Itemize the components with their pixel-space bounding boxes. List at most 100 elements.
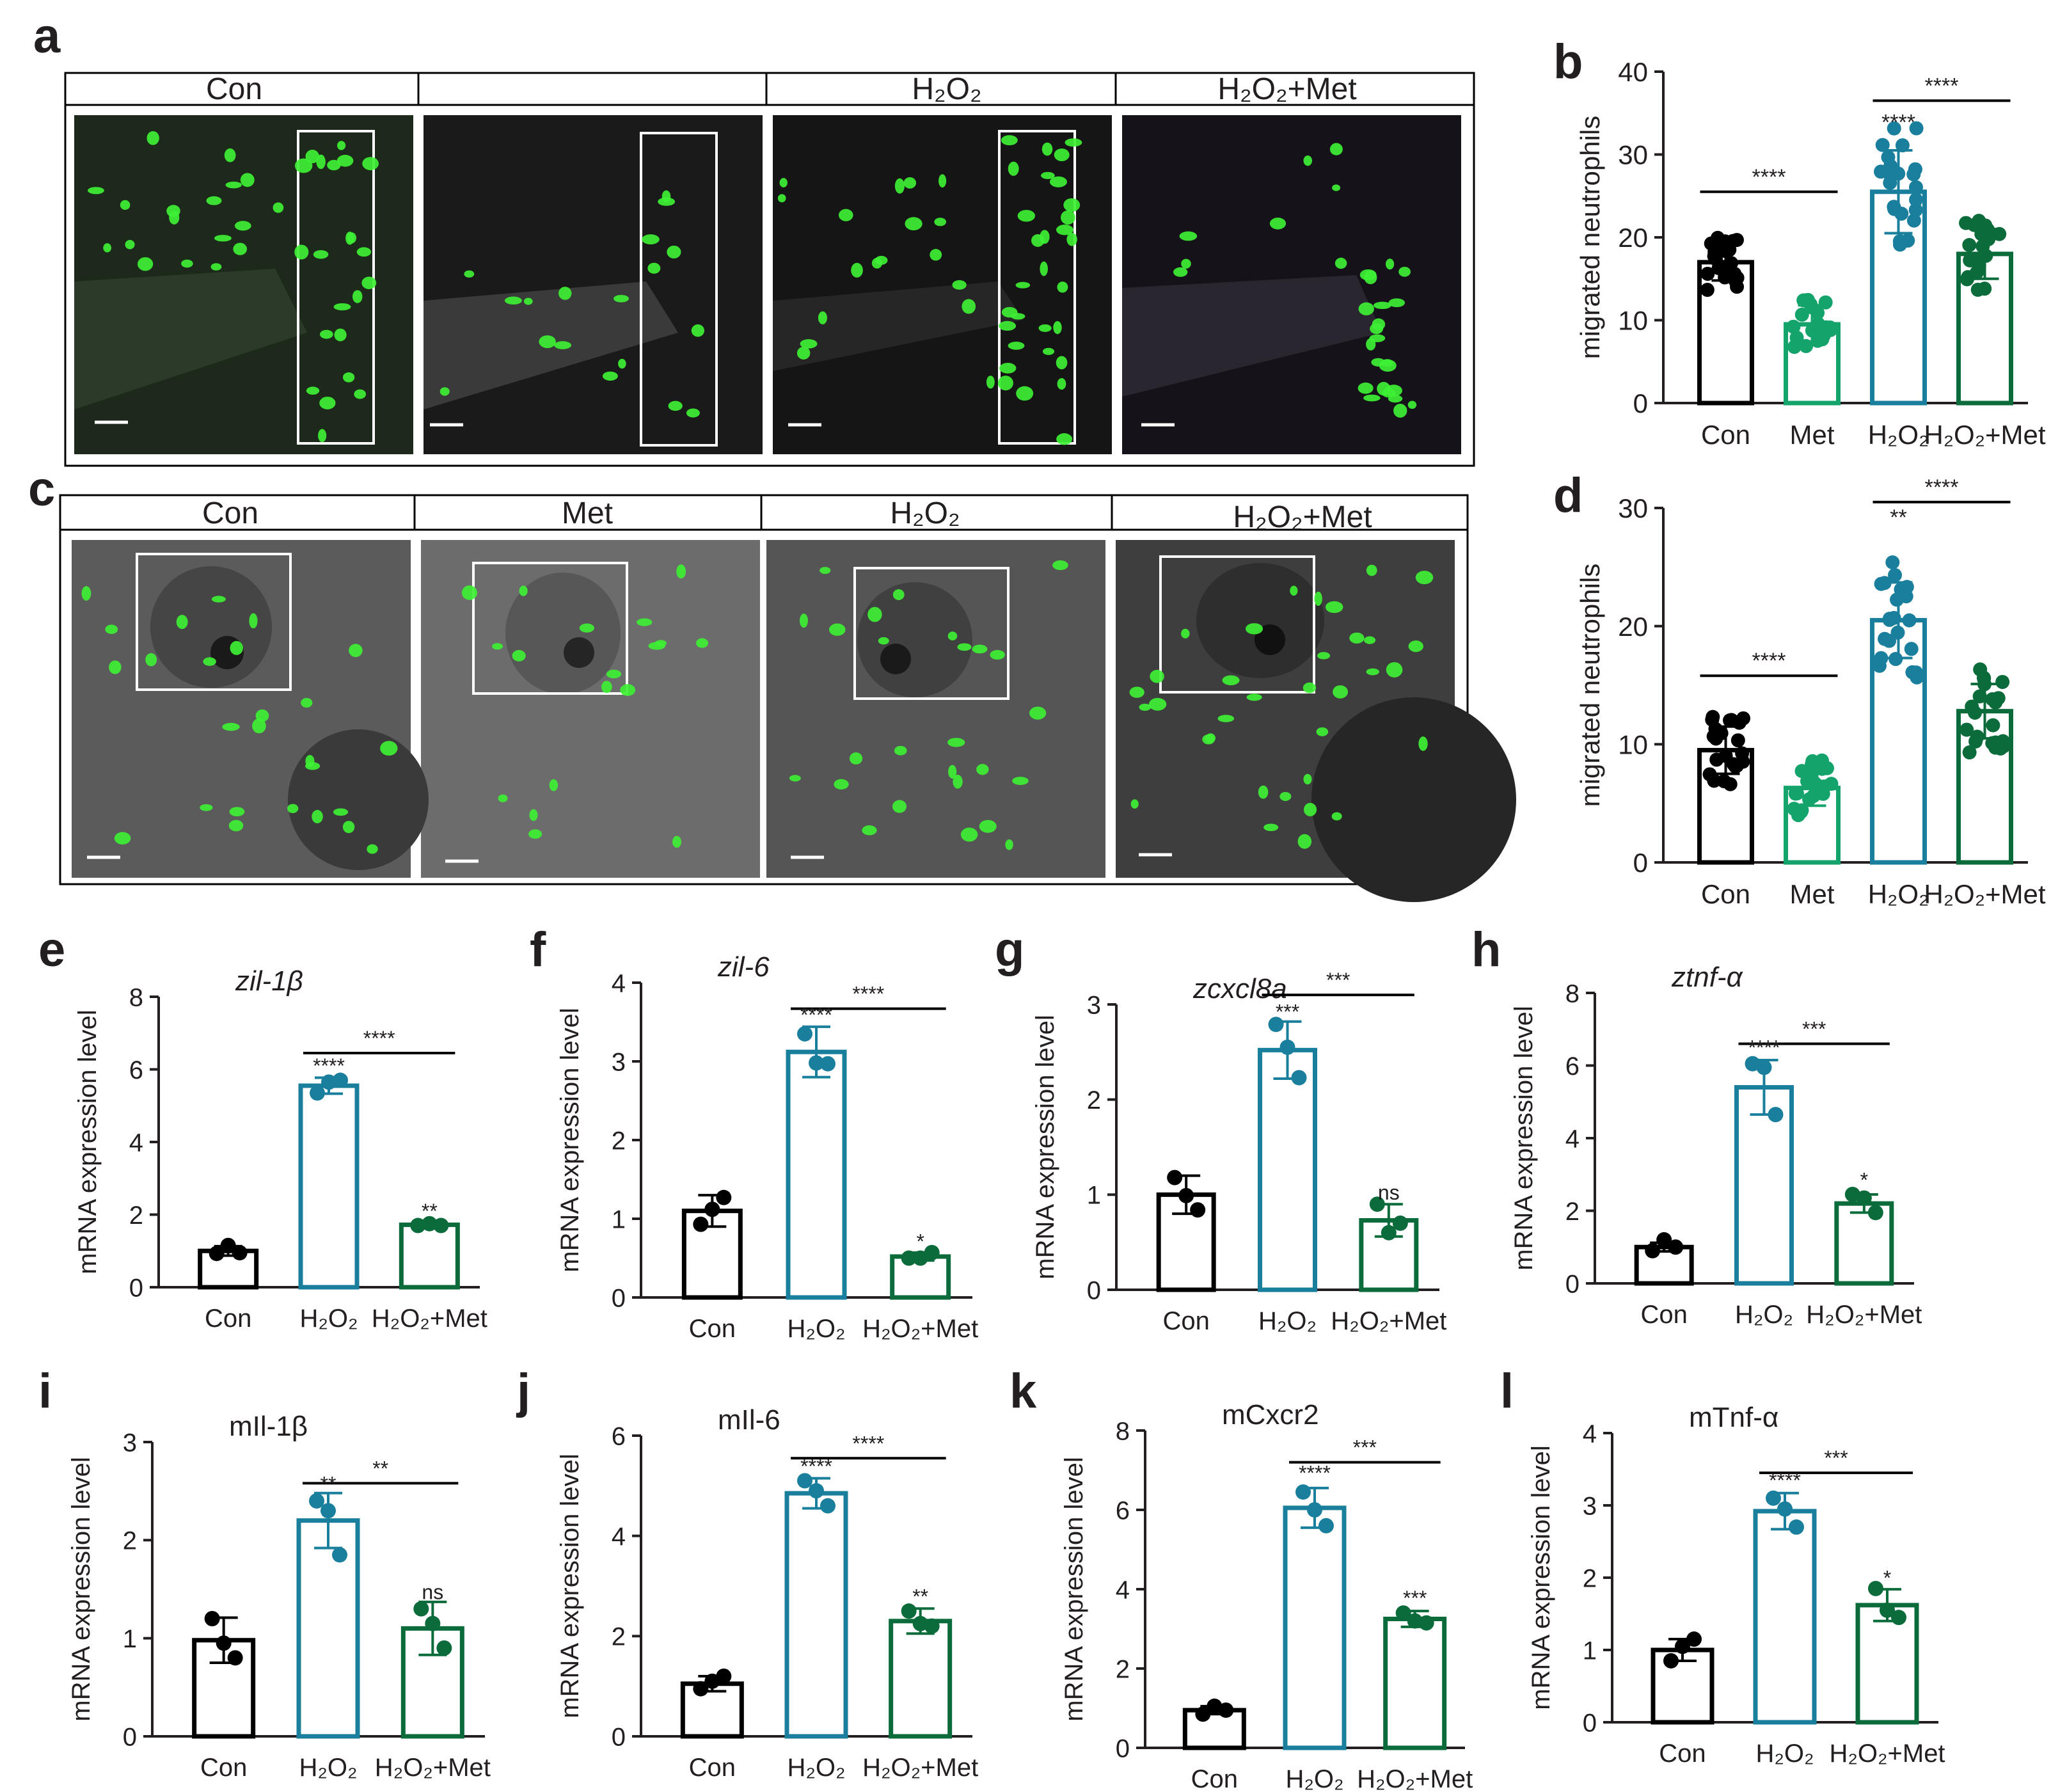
data-point xyxy=(1883,159,1898,173)
neutrophil-dot xyxy=(1041,171,1055,179)
neutrophil-dot xyxy=(356,247,372,257)
data-point xyxy=(1700,266,1715,281)
neutrophil-dot xyxy=(1358,382,1374,394)
neutrophil-dot xyxy=(1148,697,1167,711)
panel-label-k: k xyxy=(1010,1364,1037,1418)
neutrophil-dot xyxy=(203,657,216,666)
otolith-shape xyxy=(880,644,911,674)
data-point xyxy=(912,1615,928,1631)
data-point xyxy=(797,1473,812,1489)
data-point xyxy=(1736,754,1750,769)
significance-label: **** xyxy=(1925,475,1959,500)
neutrophil-dot xyxy=(464,270,475,278)
data-point xyxy=(1723,777,1738,791)
data-point xyxy=(1711,230,1725,245)
data-point xyxy=(333,1072,348,1088)
region-box xyxy=(1159,555,1315,694)
region-box xyxy=(853,567,1010,700)
neutrophil-dot xyxy=(206,196,222,205)
x-tick-label: H₂O₂ xyxy=(787,1754,845,1782)
neutrophil-dot xyxy=(647,262,661,274)
data-point xyxy=(924,1244,940,1260)
data-point xyxy=(1818,295,1833,310)
neutrophil-dot xyxy=(334,328,347,342)
data-point xyxy=(1702,767,1717,782)
data-point xyxy=(1887,610,1901,625)
neutrophil-dot xyxy=(305,762,321,770)
chart-f: 0 1 2 3 4 mRNA expression level zil-6 Con H₂O₂ H₂… xyxy=(556,951,978,1343)
data-point xyxy=(1804,300,1819,315)
neutrophil-dot xyxy=(1042,347,1055,355)
bar-h-o- xyxy=(784,1491,848,1739)
neutrophil-dot xyxy=(523,297,533,305)
y-tick-label: 0 xyxy=(612,1284,626,1312)
panel-label-h: h xyxy=(1471,923,1501,977)
neutrophil-dot xyxy=(1388,395,1403,403)
neutrophil-dot xyxy=(440,387,450,396)
neutrophil-dot xyxy=(1052,560,1068,571)
data-point xyxy=(1218,1702,1234,1718)
neutrophil-dots xyxy=(88,131,1417,445)
x-tick-label: Met xyxy=(1789,879,1834,909)
significance-label: **** xyxy=(852,983,884,1006)
neutrophil-dot xyxy=(1246,623,1263,635)
significance-label: **** xyxy=(1748,1036,1780,1059)
panel-label-b: b xyxy=(1553,35,1583,89)
neutrophil-dot xyxy=(1038,324,1052,332)
neutrophil-dot xyxy=(1359,269,1377,281)
data-point xyxy=(309,1493,324,1509)
data-point xyxy=(1976,670,1991,685)
neutrophil-dot xyxy=(1334,257,1347,269)
neutrophil-dot xyxy=(618,358,626,369)
neutrophil-dot xyxy=(200,804,213,811)
neutrophil-dot xyxy=(1041,142,1053,156)
significance-label: *** xyxy=(1326,969,1350,992)
data-point xyxy=(1909,665,1924,680)
panel-label-a: a xyxy=(33,9,61,63)
data-point xyxy=(1207,1698,1223,1714)
significance-label: **** xyxy=(1769,1469,1801,1492)
x-tick-label: Met xyxy=(1789,420,1834,450)
x-tick-label: Con xyxy=(200,1754,247,1782)
neutrophil-dot xyxy=(249,613,258,629)
neutrophil-dot xyxy=(81,586,91,601)
neutrophil-dot xyxy=(461,585,478,600)
y-tick-label: 1 xyxy=(123,1625,137,1653)
neutrophil-dot xyxy=(1373,301,1391,310)
chart-title: mIl-6 xyxy=(718,1404,780,1436)
panel-a-image-met xyxy=(424,115,763,454)
x-tick-label: H₂O₂+Met xyxy=(375,1754,491,1782)
bar-con xyxy=(1182,1708,1246,1750)
neutrophil-dot xyxy=(1015,281,1031,289)
data-point xyxy=(216,1635,232,1651)
neutrophil-dot xyxy=(1366,338,1376,351)
neutrophil-dot xyxy=(1379,359,1397,372)
data-point xyxy=(1645,1242,1661,1258)
data-point xyxy=(1962,238,1977,253)
neutrophil-dot xyxy=(166,205,180,218)
neutrophil-dot xyxy=(528,829,542,839)
bar-h-o- xyxy=(1258,1047,1317,1292)
y-tick-label: 30 xyxy=(1618,493,1648,523)
x-tick-label: Con xyxy=(1191,1765,1238,1792)
x-tick-label: H₂O₂+Met xyxy=(1357,1765,1473,1792)
data-point xyxy=(809,1055,824,1071)
x-tick-label: Con xyxy=(689,1315,736,1343)
neutrophil-dot xyxy=(903,177,917,189)
neutrophil-dot xyxy=(337,155,354,167)
data-point xyxy=(1890,625,1905,640)
neutrophil-dot xyxy=(1065,138,1082,147)
data-point xyxy=(410,1217,426,1233)
neutrophil-dot xyxy=(349,644,363,658)
data-point xyxy=(1786,319,1801,334)
panel-label-c: c xyxy=(28,462,55,516)
neutrophil-dot xyxy=(1031,234,1045,247)
y-tick-label: 20 xyxy=(1618,612,1648,642)
otolith-shape xyxy=(564,637,594,668)
y-tick-label: 2 xyxy=(1116,1655,1130,1683)
neutrophil-dot xyxy=(137,257,154,271)
data-point xyxy=(1976,239,1990,253)
neutrophil-dot xyxy=(512,650,526,662)
neutrophil-dot xyxy=(986,376,995,389)
neutrophil-dot xyxy=(1054,148,1070,162)
